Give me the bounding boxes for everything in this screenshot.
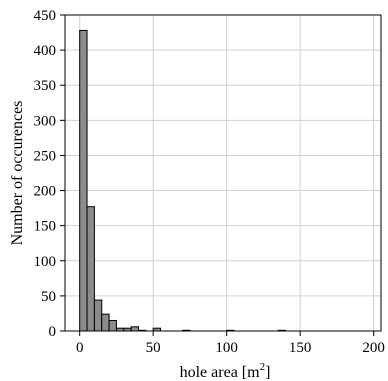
x-axis-label: hole area [m2] bbox=[180, 361, 271, 381]
y-tick-label: 350 bbox=[34, 78, 57, 94]
histogram-bar bbox=[101, 313, 110, 332]
histogram-bar bbox=[130, 326, 139, 332]
y-tick-label: 0 bbox=[49, 324, 57, 340]
histogram-bar bbox=[108, 319, 117, 332]
x-axis-label-end: ] bbox=[265, 364, 270, 381]
plot-frame bbox=[64, 14, 382, 332]
histogram-bar bbox=[86, 206, 95, 332]
grid-lines bbox=[65, 14, 381, 332]
y-tick-label: 150 bbox=[34, 219, 57, 235]
x-tick-label: 0 bbox=[76, 340, 84, 356]
x-tick-label: 50 bbox=[146, 340, 161, 356]
x-axis-ticks: 0 50 100 150 200 bbox=[76, 331, 385, 356]
x-axis-label-superscript: 2 bbox=[260, 361, 266, 373]
x-tick-label: 150 bbox=[289, 340, 312, 356]
x-tick-label: 100 bbox=[215, 340, 238, 356]
histogram-bar bbox=[93, 299, 103, 332]
y-tick-label: 200 bbox=[34, 184, 57, 200]
histogram-bar bbox=[79, 29, 88, 332]
y-tick-label: 450 bbox=[34, 8, 57, 24]
y-tick-label: 50 bbox=[41, 289, 56, 305]
y-tick-label: 300 bbox=[34, 113, 57, 129]
y-axis-label: Number of occurences bbox=[9, 101, 26, 246]
histogram-bars bbox=[79, 29, 286, 332]
y-tick-label: 100 bbox=[34, 254, 57, 270]
y-axis-ticks: 0 50 100 150 200 250 300 350 400 450 bbox=[34, 8, 65, 340]
x-axis-label-main: hole area [m bbox=[180, 364, 261, 381]
x-tick-label: 200 bbox=[362, 340, 385, 356]
y-tick-label: 400 bbox=[34, 43, 57, 59]
y-tick-label: 250 bbox=[34, 148, 57, 164]
